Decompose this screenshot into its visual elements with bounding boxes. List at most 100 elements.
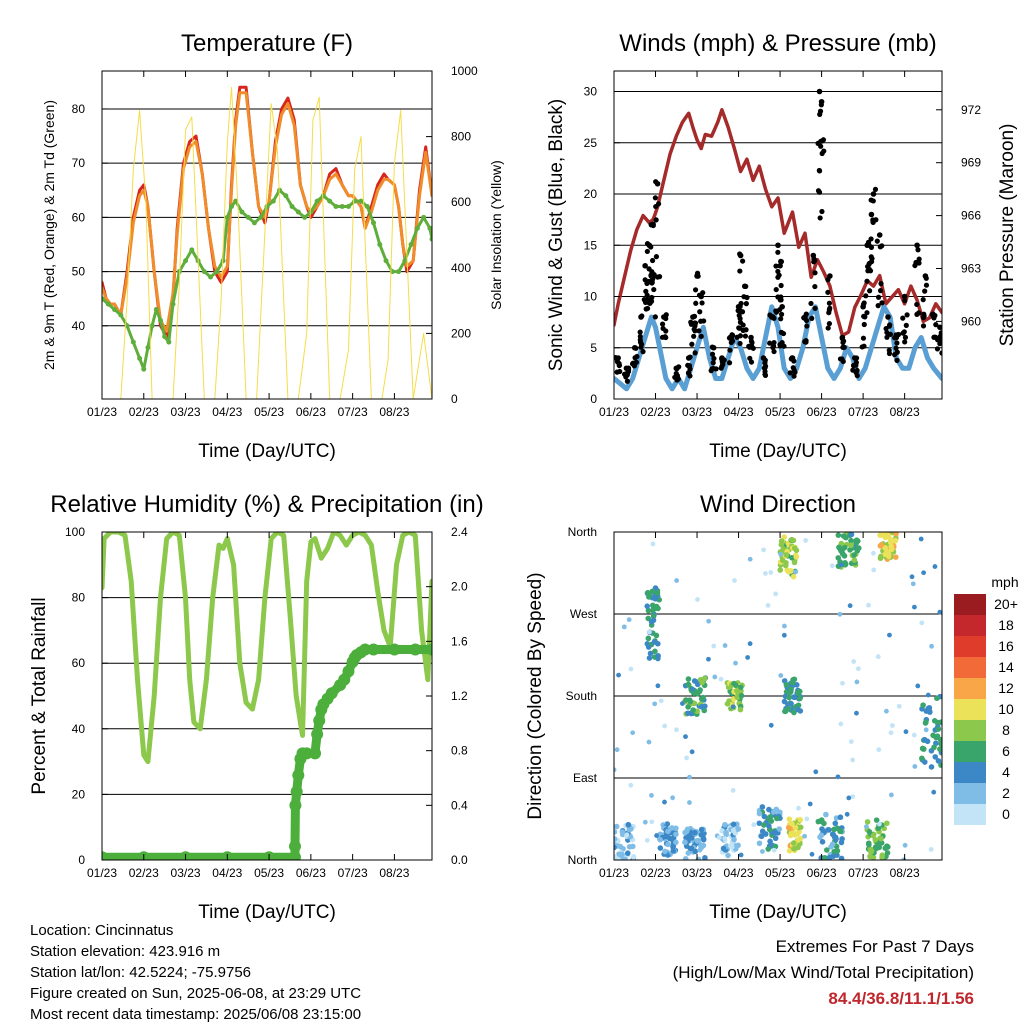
rain-point bbox=[288, 851, 301, 860]
gust-point bbox=[864, 278, 870, 284]
gust-point bbox=[923, 282, 930, 288]
direction-point bbox=[854, 679, 860, 685]
direction-point bbox=[706, 618, 712, 624]
direction-point bbox=[768, 818, 775, 824]
direction-point bbox=[686, 697, 693, 703]
direction-point bbox=[931, 718, 938, 724]
y-right-tick-label: 0 bbox=[451, 392, 458, 406]
gust-point bbox=[673, 370, 679, 377]
gust-point bbox=[777, 262, 783, 269]
gust-point bbox=[762, 365, 768, 371]
direction-point bbox=[674, 578, 680, 583]
y-tick-label: 10 bbox=[584, 290, 598, 304]
gust-point bbox=[939, 350, 942, 356]
gust-point bbox=[780, 330, 787, 337]
gust-point bbox=[878, 281, 884, 287]
direction-point bbox=[774, 815, 780, 822]
gust-point bbox=[778, 282, 784, 289]
direction-point bbox=[854, 538, 861, 544]
direction-point bbox=[711, 643, 717, 649]
dewpoint-point bbox=[270, 198, 276, 204]
direction-point bbox=[665, 841, 671, 848]
direction-point bbox=[785, 705, 792, 712]
direction-point bbox=[783, 552, 790, 558]
dewpoint-point bbox=[233, 198, 239, 204]
direction-point bbox=[751, 822, 757, 828]
gust-point bbox=[803, 338, 809, 344]
x-tick-label: 08/23 bbox=[379, 405, 409, 419]
rain-point bbox=[409, 643, 422, 656]
gust-point bbox=[649, 294, 655, 301]
direction-point bbox=[851, 557, 858, 563]
legend-swatch bbox=[954, 804, 986, 825]
gust-point bbox=[652, 195, 658, 201]
y-axis-label: Direction (Colored By Speed) bbox=[525, 572, 546, 819]
gust-point bbox=[632, 355, 638, 361]
direction-point bbox=[628, 782, 634, 788]
station-latlon: Station lat/lon: 42.5224; -75.9756 bbox=[30, 964, 252, 981]
gust-point bbox=[781, 343, 787, 349]
direction-point bbox=[689, 835, 695, 841]
direction-point bbox=[624, 850, 631, 857]
direction-point bbox=[771, 847, 777, 853]
gust-point bbox=[853, 370, 859, 376]
series-rain_green bbox=[102, 645, 432, 860]
direction-point bbox=[669, 836, 675, 842]
direction-point bbox=[685, 704, 691, 710]
direction-point bbox=[890, 723, 895, 728]
gust-point bbox=[653, 254, 660, 260]
y-right-tick-label: 0.4 bbox=[451, 798, 468, 812]
direction-point bbox=[665, 828, 671, 835]
gust-point bbox=[922, 288, 928, 294]
dewpoint-point bbox=[118, 312, 124, 318]
plot-area bbox=[102, 532, 432, 860]
direction-point bbox=[788, 686, 794, 693]
direction-point bbox=[725, 852, 731, 859]
gust-point bbox=[739, 309, 746, 315]
gust-point bbox=[638, 314, 644, 320]
direction-point bbox=[706, 656, 711, 662]
x-tick-label: 04/23 bbox=[212, 866, 242, 880]
legend-swatch bbox=[954, 720, 986, 741]
direction-point bbox=[885, 553, 892, 560]
series-rh_green bbox=[102, 532, 432, 765]
y-tick-label: 100 bbox=[65, 525, 85, 539]
gust-point bbox=[867, 288, 873, 294]
direction-point bbox=[830, 853, 836, 860]
x-tick-label: 01/23 bbox=[87, 405, 117, 419]
rain-point bbox=[426, 643, 432, 656]
direction-point bbox=[824, 847, 830, 853]
direction-point bbox=[695, 856, 702, 860]
gust-point bbox=[935, 337, 941, 343]
gust-point bbox=[791, 367, 797, 373]
dewpoint-point bbox=[345, 204, 351, 210]
dewpoint-point bbox=[149, 323, 155, 329]
x-tick-label: 05/23 bbox=[254, 405, 284, 419]
gust-point bbox=[709, 351, 716, 357]
direction-point bbox=[642, 819, 648, 825]
gust-point bbox=[767, 340, 773, 346]
direction-point bbox=[626, 617, 632, 623]
direction-point bbox=[770, 809, 777, 815]
y-right-tick-label: 969 bbox=[961, 156, 981, 170]
direction-point bbox=[793, 553, 800, 560]
gust-point bbox=[771, 348, 777, 355]
direction-point bbox=[761, 547, 766, 553]
y-tick-label: 60 bbox=[72, 656, 86, 670]
gust-point bbox=[735, 308, 741, 314]
direction-point bbox=[920, 746, 927, 752]
direction-point bbox=[789, 831, 795, 837]
direction-point bbox=[621, 624, 627, 630]
direction-point bbox=[934, 695, 940, 702]
gust-point bbox=[710, 365, 716, 372]
gust-point bbox=[864, 310, 870, 316]
direction-point bbox=[848, 532, 855, 538]
x-tick-label: 02/23 bbox=[641, 866, 671, 880]
direction-point bbox=[884, 548, 890, 555]
direction-point bbox=[700, 836, 707, 843]
gust-point bbox=[876, 232, 883, 238]
direction-point bbox=[760, 849, 765, 854]
gust-point bbox=[685, 355, 692, 361]
series-pressure_maroon bbox=[614, 108, 942, 338]
direction-point bbox=[884, 708, 889, 714]
